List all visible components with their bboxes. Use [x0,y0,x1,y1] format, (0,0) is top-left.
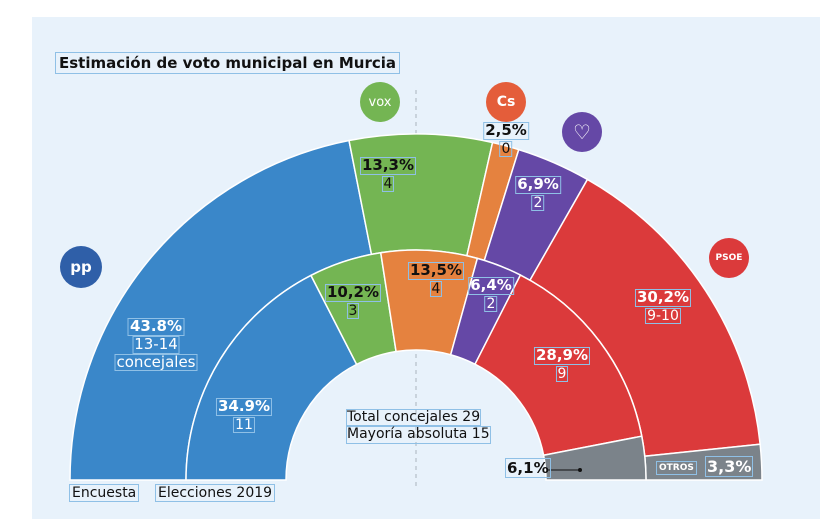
inner-cs-label: 13,5% 4 [407,261,465,298]
outer-pp-seats: 13-14 [132,334,180,354]
inner-psoe-seats: 9 [555,365,569,383]
inner-pp-label: 34.9% 11 [215,397,273,434]
outer-vox-seats: 4 [381,175,395,193]
chart-title: Estimación de voto municipal en Murcia [55,52,401,74]
total-seats: Total concejales 29 [346,409,482,427]
outer-psoe-label: 30,2% 9-10 [634,288,692,325]
outer-podemos-label: 6,9% 2 [515,175,561,212]
vox-logo-icon: vox [360,82,400,122]
outer-cs-label: 2,5% 0 [483,121,529,158]
inner-vox-pct: 10,2% [324,283,382,302]
otros-label: OTROS [656,461,697,475]
inner-psoe-label: 28,9% 9 [533,346,591,383]
inner-podemos-label: 6,4% 2 [468,276,514,313]
pp-logo-icon: pp [60,246,102,288]
inner-pp-pct: 34.9% [215,397,273,416]
outer-psoe-seats: 9-10 [645,307,681,325]
inner-pp-seats: 11 [233,416,255,434]
outer-podemos-pct: 6,9% [515,175,561,194]
inner-cs-seats: 4 [429,280,443,298]
outer-cs-pct: 2,5% [483,121,529,140]
inner-cs-pct: 13,5% [407,261,465,280]
legend-outer-ring: Encuesta [69,484,140,502]
outer-cs-seats: 0 [499,140,513,158]
outer-pp-seats-unit: concejales [114,352,198,372]
outer-psoe-pct: 30,2% [634,288,692,307]
inner-psoe-pct: 28,9% [533,346,591,365]
outer-vox-label: 13,3% 4 [359,156,417,193]
otros-pointer-dot [578,468,582,472]
inner-podemos-seats: 2 [484,295,498,313]
outer-vox-pct: 13,3% [359,156,417,175]
majority-seats: Mayoría absoluta 15 [346,426,491,444]
inner-vox-label: 10,2% 3 [324,283,382,320]
cs-logo-icon: Cs [486,82,526,122]
inner-podemos-pct: 6,4% [468,276,514,295]
seats-note: Total concejales 29 Mayoría absoluta 15 [346,409,491,444]
inner-slice-otros [542,435,647,481]
outer-pp-pct: 43.8% [127,317,185,336]
outer-pp-label: 43.8% 13-14 concejales [114,317,198,372]
outer-otros-pct: 3,3% [705,456,754,477]
podemos-heart-logo-icon: ♡ [562,112,602,152]
outer-podemos-seats: 2 [531,194,545,212]
inner-otros-pct: 6,1% [505,458,551,478]
psoe-logo-icon: PSOE [709,238,749,278]
inner-vox-seats: 3 [346,302,360,320]
legend-inner-ring: Elecciones 2019 [155,484,276,502]
